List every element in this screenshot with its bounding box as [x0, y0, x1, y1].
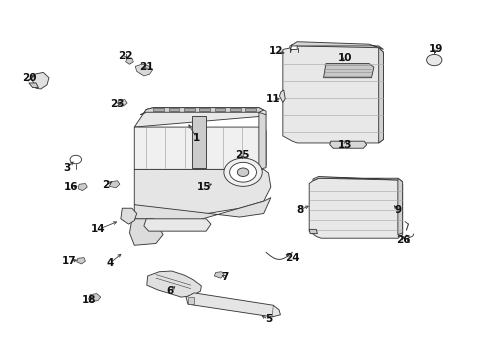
Polygon shape — [134, 198, 270, 221]
Polygon shape — [118, 100, 127, 106]
Polygon shape — [290, 46, 297, 52]
Polygon shape — [245, 108, 256, 111]
Circle shape — [229, 162, 256, 182]
Polygon shape — [28, 72, 49, 89]
Polygon shape — [134, 127, 265, 170]
Text: 16: 16 — [63, 182, 78, 192]
Polygon shape — [143, 219, 210, 231]
Polygon shape — [135, 64, 152, 76]
Text: 1: 1 — [193, 133, 200, 143]
Circle shape — [70, 155, 81, 164]
Polygon shape — [29, 83, 39, 87]
Polygon shape — [279, 90, 285, 102]
Polygon shape — [185, 293, 280, 317]
Polygon shape — [168, 108, 179, 111]
Polygon shape — [323, 64, 373, 78]
Polygon shape — [140, 108, 263, 115]
Text: 2: 2 — [102, 180, 109, 190]
Polygon shape — [134, 108, 265, 127]
Text: 9: 9 — [393, 205, 401, 215]
Text: 19: 19 — [428, 45, 443, 54]
Polygon shape — [77, 258, 85, 264]
Polygon shape — [191, 117, 206, 168]
Polygon shape — [312, 176, 402, 182]
Text: 14: 14 — [91, 224, 105, 234]
Polygon shape — [230, 108, 240, 111]
Text: 18: 18 — [81, 295, 96, 305]
Text: 13: 13 — [337, 140, 352, 150]
Polygon shape — [282, 46, 383, 143]
Polygon shape — [397, 178, 402, 235]
Polygon shape — [89, 294, 101, 302]
Text: 12: 12 — [268, 46, 283, 56]
Text: 7: 7 — [221, 272, 228, 282]
Text: 10: 10 — [337, 53, 352, 63]
Text: 5: 5 — [264, 314, 271, 324]
Text: 6: 6 — [166, 286, 174, 296]
Circle shape — [426, 54, 441, 66]
Text: 4: 4 — [106, 258, 114, 268]
Text: 23: 23 — [110, 99, 124, 109]
Polygon shape — [187, 297, 194, 304]
Polygon shape — [146, 271, 201, 297]
Polygon shape — [308, 178, 402, 238]
Polygon shape — [199, 108, 209, 111]
Text: 24: 24 — [285, 253, 299, 262]
Polygon shape — [184, 108, 194, 111]
Polygon shape — [129, 219, 163, 245]
Polygon shape — [291, 42, 383, 49]
Polygon shape — [214, 108, 225, 111]
Text: 3: 3 — [63, 163, 71, 173]
Text: 22: 22 — [118, 51, 133, 61]
Polygon shape — [378, 48, 383, 143]
Polygon shape — [153, 108, 163, 111]
Polygon shape — [329, 141, 366, 148]
Text: 17: 17 — [62, 256, 77, 266]
Polygon shape — [258, 112, 265, 170]
Polygon shape — [78, 184, 87, 190]
Polygon shape — [308, 229, 317, 234]
Polygon shape — [134, 170, 270, 215]
Text: 21: 21 — [139, 62, 153, 72]
Text: 8: 8 — [295, 205, 303, 215]
Circle shape — [224, 158, 262, 186]
Polygon shape — [109, 181, 120, 188]
Circle shape — [237, 168, 248, 176]
Text: 26: 26 — [396, 235, 410, 245]
Text: 25: 25 — [234, 150, 249, 160]
Text: 15: 15 — [196, 182, 211, 192]
Polygon shape — [214, 272, 224, 278]
Polygon shape — [121, 208, 137, 224]
Polygon shape — [125, 58, 133, 64]
Text: 11: 11 — [265, 94, 280, 104]
Text: 20: 20 — [22, 73, 37, 83]
